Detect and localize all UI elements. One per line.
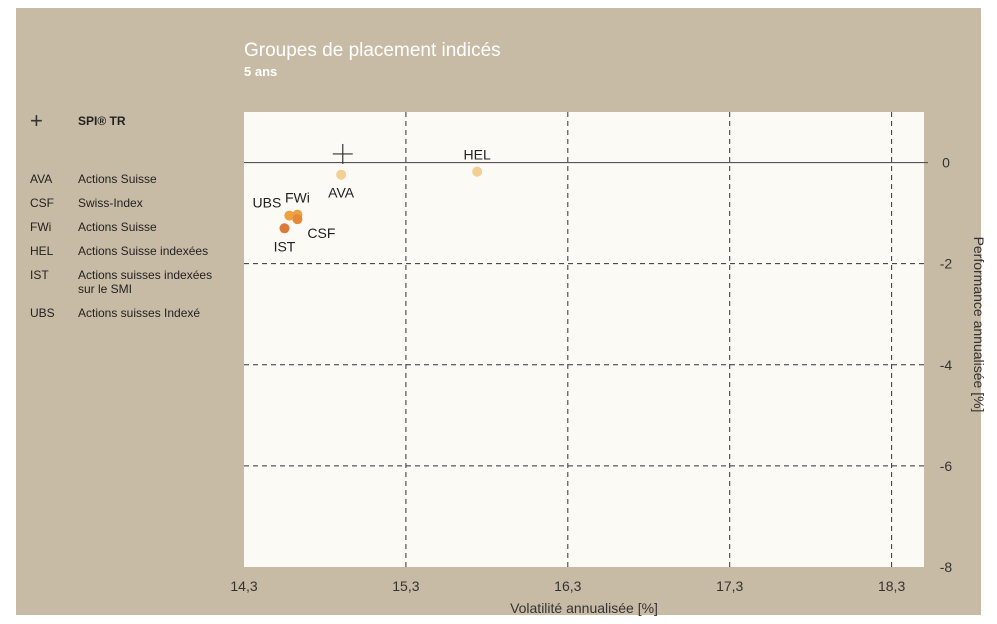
legend-desc: Swiss-Index [78, 196, 143, 210]
x-tick-label: 15,3 [392, 578, 419, 594]
legend-code: CSF [30, 196, 54, 210]
y-tick-label: 0 [942, 155, 950, 171]
data-label-hel: HEL [464, 147, 491, 163]
legend-item: IST Actions suisses indexées sur le SMI [30, 268, 240, 296]
legend-desc: Actions suisses indexées sur le SMI [78, 268, 213, 296]
legend-item: UBS Actions suisses Indexé [30, 306, 240, 320]
data-label-csf: CSF [307, 225, 335, 241]
legend-item: AVA Actions Suisse [30, 172, 240, 186]
legend-code: FWi [30, 220, 52, 234]
data-label-ist: IST [274, 238, 296, 254]
data-label-ava: AVA [328, 185, 355, 201]
legend-desc: Actions suisses Indexé [78, 306, 201, 320]
x-tick-label: 17,3 [716, 578, 743, 594]
x-axis-label: Volatilité annualisée [%] [510, 600, 658, 616]
legend-item: FWi Actions Suisse [30, 220, 240, 234]
legend-reference: + SPI® TR [30, 110, 240, 132]
y-tick-label: -6 [940, 458, 953, 474]
y-axis-label: Performance annualisée [%] [971, 237, 987, 413]
data-point-csf [292, 214, 303, 225]
legend-list: AVA Actions Suisse CSF Swiss-Index FWi A… [30, 172, 240, 330]
legend-code: HEL [30, 244, 54, 258]
legend-code: IST [30, 268, 49, 282]
data-point-ava [336, 169, 347, 180]
legend-desc: Actions Suisse indexées [78, 244, 209, 258]
data-label-ubs: UBS [253, 195, 282, 211]
chart-subtitle: 5 ans [244, 64, 278, 79]
data-point-ist [279, 223, 290, 234]
plus-marker-icon: + [30, 108, 43, 133]
x-tick-label: 16,3 [554, 578, 581, 594]
legend-item: CSF Swiss-Index [30, 196, 240, 210]
chart-title: Groupes de placement indicés [244, 40, 501, 61]
y-tick-label: -2 [940, 256, 953, 272]
data-label-fwi: FWi [285, 190, 310, 206]
legend-item: HEL Actions Suisse indexées [30, 244, 240, 258]
legend-desc: Actions Suisse [78, 172, 157, 186]
data-point-ubs [284, 210, 295, 221]
legend-code: UBS [30, 306, 55, 320]
legend-reference-label: SPI® TR [78, 114, 126, 128]
data-point-hel [472, 166, 483, 177]
y-tick-label: -8 [940, 559, 953, 575]
y-tick-label: -4 [940, 357, 953, 373]
legend-desc: Actions Suisse [78, 220, 157, 234]
legend-code: AVA [30, 172, 53, 186]
x-tick-label: 18,3 [878, 578, 905, 594]
x-tick-label: 14,3 [230, 578, 257, 594]
plot-area [244, 112, 924, 567]
